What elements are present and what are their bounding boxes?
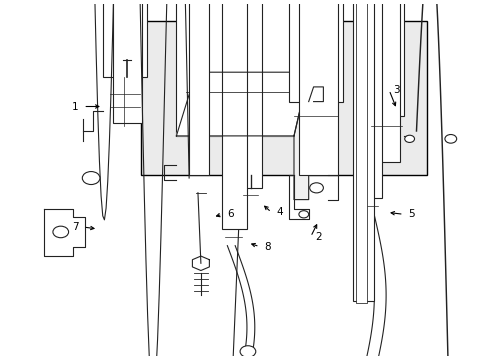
Circle shape	[298, 211, 308, 218]
Bar	[357, 0, 382, 198]
Circle shape	[82, 172, 100, 185]
Bar	[355, 0, 367, 303]
Text: 1: 1	[72, 102, 79, 112]
Bar	[176, 0, 293, 136]
Circle shape	[444, 135, 456, 143]
Bar	[222, 0, 246, 229]
Circle shape	[53, 226, 68, 238]
Circle shape	[240, 346, 255, 357]
Text: 4: 4	[275, 207, 282, 217]
Text: 5: 5	[407, 209, 414, 219]
Text: 7: 7	[72, 222, 79, 232]
Bar	[352, 0, 374, 301]
Bar	[240, 0, 261, 188]
Circle shape	[404, 135, 414, 143]
Text: 6: 6	[226, 209, 233, 219]
Bar	[141, 21, 426, 175]
Bar	[102, 0, 147, 77]
Circle shape	[309, 183, 323, 193]
Text: 3: 3	[393, 85, 399, 95]
Bar	[369, 0, 403, 116]
Polygon shape	[44, 210, 85, 256]
Text: 8: 8	[264, 242, 270, 252]
Bar	[298, 0, 337, 175]
Bar	[112, 0, 142, 123]
Bar	[375, 0, 399, 162]
Bar	[288, 0, 342, 102]
Polygon shape	[176, 72, 308, 136]
Bar	[189, 0, 208, 175]
Polygon shape	[293, 72, 308, 199]
Text: 2: 2	[315, 232, 321, 242]
